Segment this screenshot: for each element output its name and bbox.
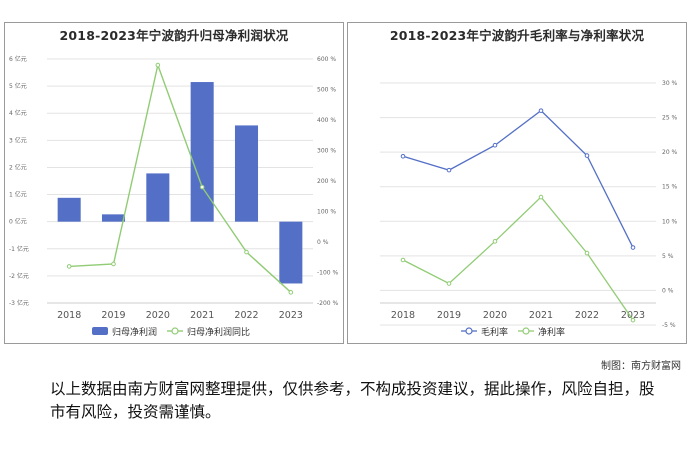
yoy-point-2020 xyxy=(155,62,161,68)
legend-gross-label: 毛利率 xyxy=(481,326,508,338)
legend-bar-swatch xyxy=(92,327,108,335)
left-axis-tick-label: 6 亿元 xyxy=(9,55,27,63)
right-axis-tick-label: -100 % xyxy=(317,270,339,277)
x-tick-label: 2019 xyxy=(101,310,125,321)
right-axis-tick-label: 10 % xyxy=(662,218,678,225)
left-axis-tick-label: 4 亿元 xyxy=(9,109,27,117)
right-axis-tick-label: 400 % xyxy=(317,117,336,124)
legend-line-marker xyxy=(171,327,179,335)
bar-2022 xyxy=(234,125,259,222)
legend-net-label: 净利率 xyxy=(538,326,565,338)
right-axis-tick-label: 500 % xyxy=(317,87,336,94)
series-line-1 xyxy=(402,196,634,321)
series-point-0-2021 xyxy=(538,108,544,113)
left-chart-panel: 2018-2023年宁波韵升归母净利润状况 -3 亿元 -2 亿元 -1 亿元 0 亿… xyxy=(4,22,344,344)
x-tick-label: 2023 xyxy=(279,310,303,321)
series-point-1-2020 xyxy=(492,239,498,244)
left-axis-tick-label: 5 亿元 xyxy=(9,82,27,90)
source-label: 制图：南方财富网 xyxy=(601,361,681,372)
legend-line-label: 归母净利润同比 xyxy=(187,326,250,338)
right-axis-tick-label: 200 % xyxy=(317,178,336,185)
yoy-point-2019 xyxy=(111,261,116,267)
right-axis-tick-label: 300 % xyxy=(317,148,336,155)
disclaimer-text: 以上数据由南方财富网整理提供，仅供参考，不构成投资建议，据此操作，风险自担，股市… xyxy=(50,380,655,421)
bar-2019 xyxy=(101,214,126,222)
x-tick-label: 2022 xyxy=(575,310,599,321)
series-point-1-2019 xyxy=(446,281,452,286)
right-axis-tick-label: -200 % xyxy=(317,300,339,307)
series-line-0 xyxy=(402,109,634,248)
series-point-0-2022 xyxy=(584,153,590,158)
left-axis-tick-label: -3 亿元 xyxy=(9,299,29,307)
right-chart-svg: -5 % 0 % 5 % 10 % 15 % 20 % 25 % 30 % 2018 2019 20… xyxy=(380,80,678,338)
left-axis-tick-label: 1 亿元 xyxy=(9,191,27,199)
left-chart-svg: -3 亿元 -2 亿元 -1 亿元 0 亿元 1 亿元 2 亿元 3 亿元 4 亿元 5 亿元 6… xyxy=(9,55,339,338)
right-axis-tick-label: 15 % xyxy=(662,184,678,191)
series-point-1-2023 xyxy=(630,317,636,323)
right-axis-tick-label: 25 % xyxy=(662,115,678,122)
yoy-point-2021 xyxy=(199,184,205,190)
legend-bar-label: 归母净利润 xyxy=(112,326,157,338)
left-axis-tick-label: 2 亿元 xyxy=(9,163,27,171)
left-axis-tick-label: -2 亿元 xyxy=(9,272,29,280)
legend-net-marker xyxy=(522,327,530,335)
series-point-0-2019 xyxy=(446,167,452,173)
right-axis-tick-label: 100 % xyxy=(317,209,336,216)
x-tick-label: 2021 xyxy=(529,310,553,321)
right-axis-tick-label: 600 % xyxy=(317,56,336,63)
x-tick-label: 2022 xyxy=(234,310,258,321)
x-tick-label: 2019 xyxy=(437,310,461,321)
right-chart-panel: 2018-2023年宁波韵升毛利率与净利率状况 -5 % 0 % 5 % 10 % 15… xyxy=(347,22,687,344)
yoy-point-2018 xyxy=(66,264,72,269)
left-axis-tick-label: -1 亿元 xyxy=(9,245,29,253)
right-axis-tick-label: 0 % xyxy=(317,239,329,246)
yoy-point-2023 xyxy=(288,290,294,295)
right-axis-tick-label: 20 % xyxy=(662,149,678,156)
yoy-line xyxy=(69,62,292,293)
x-tick-label: 2018 xyxy=(391,310,415,321)
bar-2021 xyxy=(190,82,214,222)
left-chart-title: 2018-2023年宁波韵升归母净利润状况 xyxy=(59,28,289,43)
left-axis-tick-label: 3 亿元 xyxy=(9,136,27,144)
right-axis-tick-label: -5 % xyxy=(662,322,676,329)
series-point-0-2020 xyxy=(492,142,498,148)
legend-gross-marker xyxy=(465,327,473,335)
bar-2023 xyxy=(279,221,303,284)
yoy-point-2022 xyxy=(244,249,249,255)
series-point-0-2018 xyxy=(400,153,406,159)
right-chart-title: 2018-2023年宁波韵升毛利率与净利率状况 xyxy=(389,28,645,43)
series-point-0-2023 xyxy=(630,245,636,250)
x-tick-label: 2020 xyxy=(146,310,170,321)
right-axis-tick-label: 5 % xyxy=(662,253,674,260)
right-axis-tick-label: 0 % xyxy=(662,287,674,294)
x-tick-label: 2023 xyxy=(621,310,645,321)
left-axis-tick-label: 0 亿元 xyxy=(9,218,27,226)
x-tick-label: 2020 xyxy=(483,310,507,321)
right-axis-tick-label: 30 % xyxy=(662,80,678,87)
series-point-1-2021 xyxy=(538,194,544,200)
x-tick-label: 2018 xyxy=(57,310,81,321)
x-tick-label: 2021 xyxy=(190,310,214,321)
series-point-1-2022 xyxy=(584,250,590,256)
bar-2020 xyxy=(146,173,170,222)
bar-2018 xyxy=(57,197,81,222)
series-point-1-2018 xyxy=(400,257,406,263)
